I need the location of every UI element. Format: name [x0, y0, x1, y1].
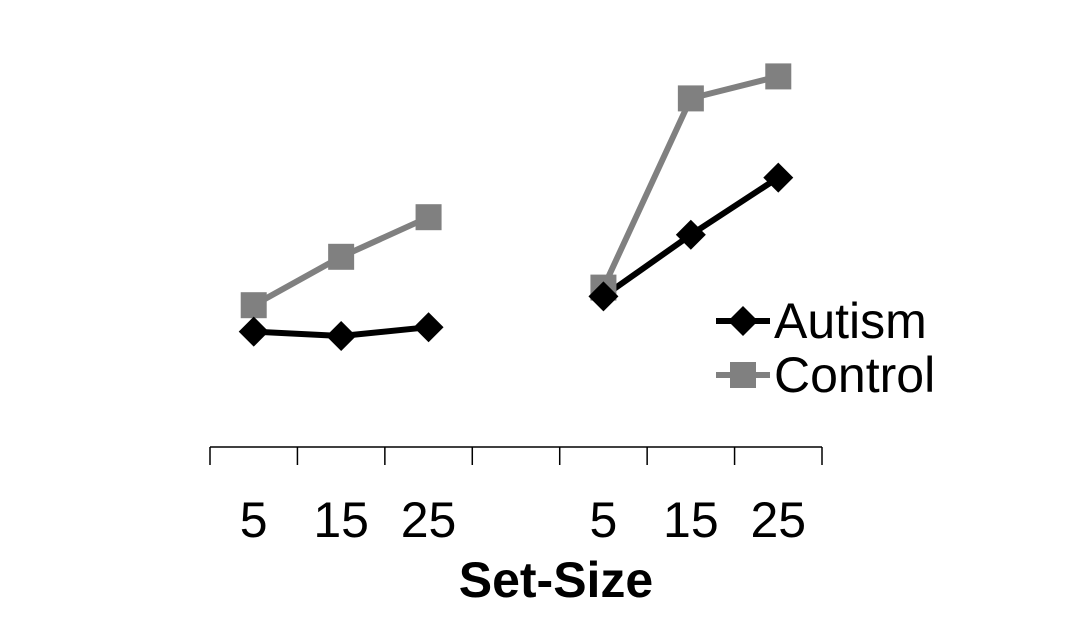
x-axis [209, 446, 823, 465]
data-point-marker [238, 316, 269, 347]
x-tick-label: 5 [240, 492, 268, 548]
x-tick-label: 5 [590, 492, 618, 548]
x-axis-title: Set-Size [459, 552, 654, 608]
legend-label-control: Control [774, 347, 935, 403]
x-tick-label: 25 [401, 492, 457, 548]
data-point-marker [413, 312, 444, 343]
plot-area [238, 63, 794, 351]
x-tick-label: 15 [313, 492, 369, 548]
data-point-marker [728, 306, 758, 336]
data-point-marker [675, 219, 706, 250]
data-point-marker [677, 85, 704, 112]
data-point-marker [765, 63, 792, 90]
legend-label-autism: Autism [774, 293, 927, 349]
data-point-marker [763, 162, 794, 193]
data-point-marker [415, 204, 442, 231]
data-point-marker [328, 243, 355, 270]
data-point-marker [240, 292, 267, 319]
data-point-marker [588, 281, 619, 312]
x-tick-label: 25 [750, 492, 806, 548]
x-tick-label: 15 [663, 492, 719, 548]
data-point-marker [730, 362, 756, 388]
tick-labels: 5 15 25 5 15 25 [240, 492, 806, 548]
data-point-marker [326, 321, 357, 351]
